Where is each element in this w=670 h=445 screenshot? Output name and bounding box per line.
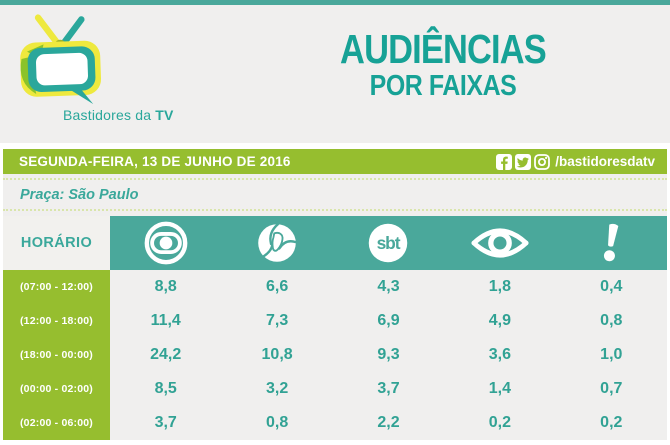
region-section: Praça: São Paulo [3,174,667,211]
channel-header-sbt: sbt [332,216,445,270]
dotted-divider [3,209,667,211]
rating-globo: 8,8 [110,270,222,304]
channel-header-globo [110,216,222,270]
header: Bastidores da TV AUDIÊNCIAS POR FAIXAS [0,5,670,143]
spacer [3,211,667,216]
brand-name-prefix: Bastidores da [63,107,156,123]
region-label: Praça: São Paulo [20,187,139,203]
time-slot-label: (00:00 - 02:00) [3,372,110,406]
tv-logo-icon [20,14,102,105]
rating-sbt: 4,3 [332,270,445,304]
date-text: SEGUNDA-FEIRA, 13 DE JUNHO DE 2016 [19,154,291,169]
rating-redetv: 0,8 [555,304,667,338]
redetv-logo-icon [604,223,619,262]
brand-name: Bastidores da TV [63,107,174,123]
time-slot-label: (02:00 - 06:00) [3,406,110,440]
channel-header-band [444,216,556,270]
date-banner: SEGUNDA-FEIRA, 13 DE JUNHO DE 2016 /bast… [3,149,667,174]
rating-record: 10,8 [221,338,333,372]
rating-globo: 11,4 [110,304,222,338]
channel-header-redetv [555,216,667,270]
page-title: AUDIÊNCIAS POR FAIXAS [250,5,670,143]
rating-band: 4,9 [444,304,556,338]
rating-band: 3,6 [444,338,556,372]
rating-redetv: 0,2 [555,406,667,440]
rating-band: 1,4 [444,372,556,406]
globo-logo-icon [144,221,188,265]
audience-table: HORÁRIO sbt [3,216,667,440]
twitter-icon[interactable] [515,153,532,170]
rating-record: 0,8 [221,406,333,440]
horario-header: HORÁRIO [3,216,110,270]
sbt-logo-icon: sbt [369,223,408,263]
time-slot-label: (12:00 - 18:00) [3,304,110,338]
instagram-icon[interactable] [534,153,551,170]
top-accent-bar [0,0,670,5]
facebook-icon[interactable] [496,153,513,170]
title-line-1: AUDIÊNCIAS [340,26,547,72]
brand-name-bold: TV [155,107,174,123]
rating-sbt: 9,3 [332,338,445,372]
rating-record: 6,6 [221,270,333,304]
rating-globo: 3,7 [110,406,222,440]
rating-sbt: 2,2 [332,406,445,440]
dotted-divider [3,178,667,180]
time-slot-label: (07:00 - 12:00) [3,270,110,304]
social-handle[interactable]: /bastidoresdatv [555,154,655,169]
social-links: /bastidoresdatv [496,153,655,170]
svg-text:sbt: sbt [377,233,401,253]
channel-header-record [221,216,333,270]
brand: Bastidores da TV [0,5,250,143]
rating-sbt: 6,9 [332,304,445,338]
rating-redetv: 0,4 [555,270,667,304]
rating-record: 3,2 [221,372,333,406]
time-slot-label: (18:00 - 00:00) [3,338,110,372]
record-logo-icon [258,223,298,262]
rating-globo: 24,2 [110,338,222,372]
rating-sbt: 3,7 [332,372,445,406]
rating-globo: 8,5 [110,372,222,406]
rating-band: 0,2 [444,406,556,440]
rating-redetv: 1,0 [555,338,667,372]
rating-record: 7,3 [221,304,333,338]
rating-redetv: 0,7 [555,372,667,406]
band-logo-icon [471,228,529,258]
title-line-2: POR FAIXAS [369,70,517,102]
rating-band: 1,8 [444,270,556,304]
